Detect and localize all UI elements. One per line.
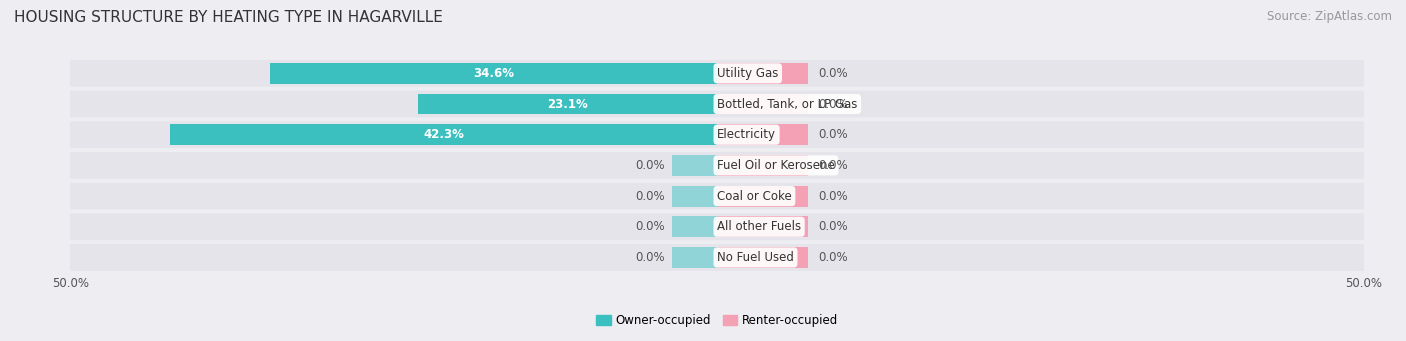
Text: 23.1%: 23.1% xyxy=(547,98,588,110)
FancyBboxPatch shape xyxy=(70,152,1364,179)
Text: 34.6%: 34.6% xyxy=(472,67,513,80)
Bar xyxy=(672,216,717,237)
FancyBboxPatch shape xyxy=(70,183,1364,209)
Bar xyxy=(717,63,807,84)
Bar xyxy=(270,63,717,84)
Text: 0.0%: 0.0% xyxy=(818,190,848,203)
Text: 0.0%: 0.0% xyxy=(636,159,665,172)
FancyBboxPatch shape xyxy=(70,244,1364,271)
Text: Electricity: Electricity xyxy=(717,128,776,141)
Bar xyxy=(418,93,717,115)
Text: Bottled, Tank, or LP Gas: Bottled, Tank, or LP Gas xyxy=(717,98,858,110)
Text: 0.0%: 0.0% xyxy=(818,128,848,141)
Legend: Owner-occupied, Renter-occupied: Owner-occupied, Renter-occupied xyxy=(596,314,838,327)
Bar xyxy=(672,155,717,176)
Text: 0.0%: 0.0% xyxy=(818,220,848,233)
Bar xyxy=(170,124,717,145)
Text: Coal or Coke: Coal or Coke xyxy=(717,190,792,203)
Text: 0.0%: 0.0% xyxy=(818,251,848,264)
Bar xyxy=(717,186,807,207)
Text: 0.0%: 0.0% xyxy=(818,67,848,80)
Bar xyxy=(717,216,807,237)
Bar xyxy=(717,155,807,176)
Bar xyxy=(717,124,807,145)
Text: Fuel Oil or Kerosene: Fuel Oil or Kerosene xyxy=(717,159,835,172)
FancyBboxPatch shape xyxy=(70,60,1364,87)
FancyBboxPatch shape xyxy=(70,121,1364,148)
FancyBboxPatch shape xyxy=(70,213,1364,240)
Text: 42.3%: 42.3% xyxy=(423,128,464,141)
Text: Source: ZipAtlas.com: Source: ZipAtlas.com xyxy=(1267,10,1392,23)
Bar xyxy=(717,247,807,268)
Text: 0.0%: 0.0% xyxy=(818,98,848,110)
Text: 0.0%: 0.0% xyxy=(636,190,665,203)
Text: HOUSING STRUCTURE BY HEATING TYPE IN HAGARVILLE: HOUSING STRUCTURE BY HEATING TYPE IN HAG… xyxy=(14,10,443,25)
Text: Utility Gas: Utility Gas xyxy=(717,67,779,80)
Text: 0.0%: 0.0% xyxy=(636,251,665,264)
Bar xyxy=(672,186,717,207)
Text: 0.0%: 0.0% xyxy=(818,159,848,172)
Text: All other Fuels: All other Fuels xyxy=(717,220,801,233)
Text: No Fuel Used: No Fuel Used xyxy=(717,251,794,264)
Bar xyxy=(717,93,807,115)
Text: 0.0%: 0.0% xyxy=(636,220,665,233)
FancyBboxPatch shape xyxy=(70,91,1364,117)
Bar xyxy=(672,247,717,268)
